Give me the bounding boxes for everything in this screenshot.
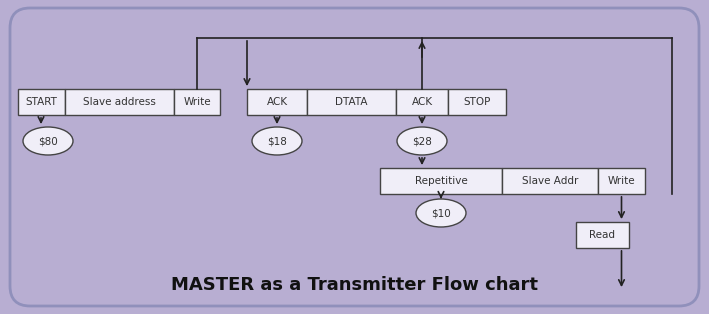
Bar bbox=[307, 89, 396, 115]
Text: Slave Addr: Slave Addr bbox=[522, 176, 578, 186]
Ellipse shape bbox=[397, 127, 447, 155]
Text: $80: $80 bbox=[38, 136, 58, 146]
Ellipse shape bbox=[416, 199, 466, 227]
Text: Read: Read bbox=[589, 230, 615, 240]
Text: STOP: STOP bbox=[463, 97, 491, 107]
Bar bbox=[65, 89, 174, 115]
Text: MASTER as a Transmitter Flow chart: MASTER as a Transmitter Flow chart bbox=[171, 276, 538, 294]
Text: ACK: ACK bbox=[267, 97, 288, 107]
Bar bbox=[247, 89, 307, 115]
Text: Slave address: Slave address bbox=[83, 97, 156, 107]
Text: ACK: ACK bbox=[411, 97, 432, 107]
Bar bbox=[448, 89, 506, 115]
Bar bbox=[18, 89, 65, 115]
Ellipse shape bbox=[252, 127, 302, 155]
Bar bbox=[380, 168, 502, 194]
Ellipse shape bbox=[23, 127, 73, 155]
FancyBboxPatch shape bbox=[10, 8, 699, 306]
Text: START: START bbox=[26, 97, 57, 107]
Bar bbox=[576, 222, 629, 248]
Text: $18: $18 bbox=[267, 136, 287, 146]
Text: $10: $10 bbox=[431, 208, 451, 218]
Text: Write: Write bbox=[183, 97, 211, 107]
Bar bbox=[396, 89, 448, 115]
Bar bbox=[598, 168, 645, 194]
Text: DTATA: DTATA bbox=[335, 97, 368, 107]
Text: $28: $28 bbox=[412, 136, 432, 146]
Bar bbox=[174, 89, 220, 115]
Text: Repetitive: Repetitive bbox=[415, 176, 467, 186]
Bar bbox=[502, 168, 598, 194]
Text: Write: Write bbox=[608, 176, 635, 186]
